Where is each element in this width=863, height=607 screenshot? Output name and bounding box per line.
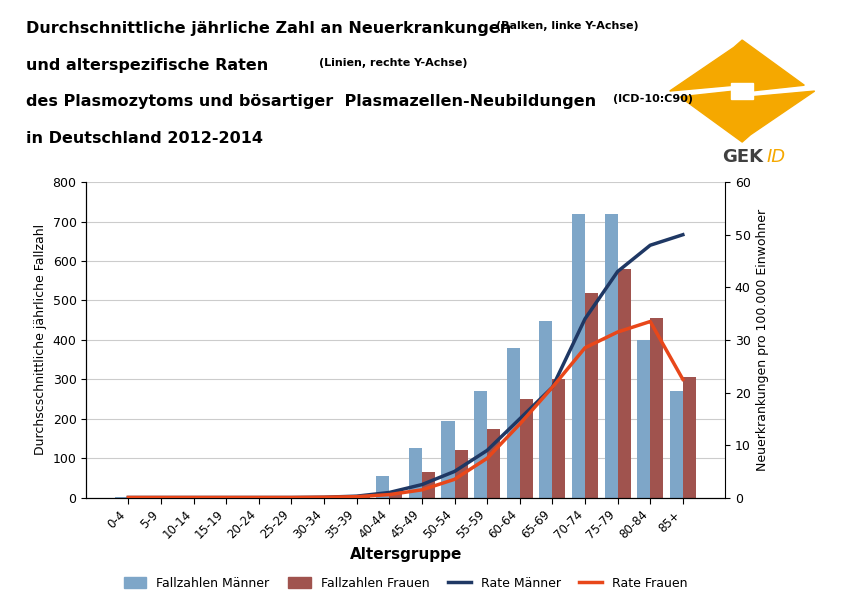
Rate Frauen bbox=[482, 455, 492, 462]
Rate Frauen bbox=[613, 328, 623, 336]
Rate Frauen bbox=[351, 493, 362, 500]
Bar bbox=[442, 421, 455, 498]
Rate Männer bbox=[514, 415, 525, 422]
Polygon shape bbox=[670, 40, 742, 91]
Rate Frauen bbox=[580, 344, 590, 351]
Bar bbox=[637, 340, 650, 498]
Bar bbox=[520, 399, 532, 498]
Bar bbox=[474, 392, 487, 498]
Text: ID: ID bbox=[766, 148, 785, 166]
Text: und alterspezifische Raten: und alterspezifische Raten bbox=[26, 58, 274, 73]
Bar bbox=[572, 214, 585, 498]
Polygon shape bbox=[734, 40, 804, 91]
Polygon shape bbox=[680, 91, 751, 142]
Text: (Linien, rechte Y-Achse): (Linien, rechte Y-Achse) bbox=[319, 58, 468, 67]
Bar bbox=[356, 497, 369, 498]
Rate Männer bbox=[450, 468, 460, 475]
Bar bbox=[539, 321, 552, 498]
Rate Männer bbox=[188, 494, 198, 501]
Rate Männer bbox=[351, 492, 362, 500]
Rate Männer bbox=[580, 315, 590, 322]
Text: des Plasmozytoms und bösartiger  Plasmazellen-Neubildungen: des Plasmozytoms und bösartiger Plasmaze… bbox=[26, 94, 602, 109]
Rate Männer bbox=[287, 494, 297, 501]
Polygon shape bbox=[742, 91, 815, 142]
Rate Frauen bbox=[417, 486, 427, 493]
Rate Frauen bbox=[677, 376, 688, 383]
Text: Durchschnittliche jährliche Zahl an Neuerkrankungen: Durchschnittliche jährliche Zahl an Neue… bbox=[26, 21, 517, 36]
Line: Rate Männer: Rate Männer bbox=[129, 235, 683, 498]
Rate Frauen bbox=[450, 476, 460, 483]
Rate Männer bbox=[384, 489, 394, 496]
Rate Männer bbox=[547, 384, 557, 391]
Rate Männer bbox=[221, 494, 231, 501]
Bar bbox=[409, 449, 422, 498]
Bar bbox=[311, 497, 324, 498]
Bar bbox=[455, 450, 468, 498]
Rate Männer bbox=[417, 481, 427, 488]
Rate Männer bbox=[677, 231, 688, 239]
Rate Männer bbox=[613, 268, 623, 275]
Bar bbox=[552, 379, 565, 498]
Text: (ICD-10:C90): (ICD-10:C90) bbox=[613, 94, 693, 104]
Rate Männer bbox=[123, 494, 134, 501]
Bar bbox=[422, 472, 435, 498]
Bar bbox=[585, 293, 598, 498]
Rate Frauen bbox=[123, 494, 134, 501]
Rate Frauen bbox=[319, 493, 330, 501]
Bar bbox=[650, 318, 664, 498]
Text: GEK: GEK bbox=[721, 148, 763, 166]
Rate Frauen bbox=[547, 384, 557, 391]
Rate Männer bbox=[254, 494, 264, 501]
Bar bbox=[389, 490, 402, 498]
Y-axis label: Durchscschnittliche jährliche Fallzahl: Durchscschnittliche jährliche Fallzahl bbox=[34, 225, 47, 455]
Text: (Balken, linke Y-Achse): (Balken, linke Y-Achse) bbox=[496, 21, 639, 31]
Rate Männer bbox=[156, 494, 167, 501]
Rate Frauen bbox=[254, 494, 264, 501]
Rate Männer bbox=[645, 242, 655, 249]
Rate Männer bbox=[319, 493, 330, 501]
Line: Rate Frauen: Rate Frauen bbox=[129, 322, 683, 498]
Rate Frauen bbox=[188, 494, 198, 501]
Bar bbox=[343, 496, 356, 498]
Bar bbox=[670, 392, 683, 498]
X-axis label: Altersgruppe: Altersgruppe bbox=[350, 547, 462, 562]
Rate Frauen bbox=[645, 318, 655, 325]
Legend: Fallzahlen Männer, Fallzahlen Frauen, Rate Männer, Rate Frauen: Fallzahlen Männer, Fallzahlen Frauen, Ra… bbox=[119, 572, 692, 595]
Bar bbox=[507, 348, 520, 498]
Rate Frauen bbox=[514, 421, 525, 428]
Rate Frauen bbox=[221, 494, 231, 501]
Rate Frauen bbox=[384, 491, 394, 498]
Bar bbox=[683, 378, 696, 498]
Text: in Deutschland 2012-2014: in Deutschland 2012-2014 bbox=[26, 131, 263, 146]
Bar bbox=[618, 269, 631, 498]
Bar bbox=[487, 429, 501, 498]
Rate Frauen bbox=[156, 494, 167, 501]
Bar bbox=[376, 476, 389, 498]
Rate Männer bbox=[482, 447, 492, 454]
Rate Frauen bbox=[287, 494, 297, 501]
Y-axis label: Neuerkrankungen pro 100.000 Einwohner: Neuerkrankungen pro 100.000 Einwohner bbox=[756, 209, 769, 471]
Bar bbox=[605, 214, 618, 498]
